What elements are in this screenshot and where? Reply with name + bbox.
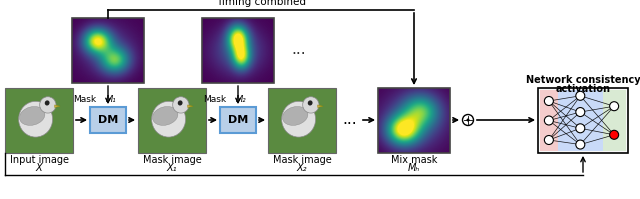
Text: ...: ... bbox=[342, 112, 357, 128]
Text: M₁: M₁ bbox=[106, 95, 116, 104]
Circle shape bbox=[545, 136, 554, 144]
Bar bbox=[540, 90, 558, 151]
Text: Mask: Mask bbox=[203, 95, 226, 104]
Ellipse shape bbox=[282, 101, 316, 137]
Circle shape bbox=[173, 97, 189, 113]
Text: Mask image: Mask image bbox=[143, 155, 202, 165]
Text: Input image: Input image bbox=[10, 155, 68, 165]
Text: X₁: X₁ bbox=[167, 163, 177, 173]
Text: DM: DM bbox=[228, 115, 248, 125]
Circle shape bbox=[545, 97, 554, 105]
Polygon shape bbox=[188, 105, 193, 107]
Circle shape bbox=[576, 91, 585, 100]
Ellipse shape bbox=[282, 106, 308, 125]
Text: Network consistency: Network consistency bbox=[525, 75, 640, 85]
Text: ...: ... bbox=[292, 43, 307, 58]
Bar bbox=[558, 90, 603, 151]
Ellipse shape bbox=[178, 100, 182, 105]
Text: Mask image: Mask image bbox=[273, 155, 332, 165]
Ellipse shape bbox=[45, 100, 49, 105]
Circle shape bbox=[576, 124, 585, 133]
Bar bbox=[138, 88, 206, 153]
Bar bbox=[538, 88, 628, 153]
Circle shape bbox=[610, 130, 619, 139]
Text: M₂: M₂ bbox=[236, 95, 246, 104]
Text: activation: activation bbox=[556, 84, 611, 94]
Bar bbox=[378, 88, 450, 153]
Text: X₂: X₂ bbox=[297, 163, 307, 173]
Ellipse shape bbox=[308, 100, 312, 105]
Text: Mₕ: Mₕ bbox=[408, 163, 420, 173]
Circle shape bbox=[610, 102, 619, 111]
Text: Timing combined: Timing combined bbox=[216, 0, 306, 7]
Circle shape bbox=[463, 114, 474, 126]
Ellipse shape bbox=[152, 101, 186, 137]
Text: Mix mask: Mix mask bbox=[391, 155, 437, 165]
Circle shape bbox=[40, 97, 56, 113]
Ellipse shape bbox=[19, 101, 52, 137]
Bar bbox=[202, 18, 274, 83]
Circle shape bbox=[576, 140, 585, 149]
Bar bbox=[268, 88, 336, 153]
Bar bbox=[72, 18, 144, 83]
Ellipse shape bbox=[152, 106, 178, 125]
Bar bbox=[220, 107, 256, 133]
Bar bbox=[90, 107, 126, 133]
Polygon shape bbox=[317, 105, 323, 107]
Text: DM: DM bbox=[98, 115, 118, 125]
Bar bbox=[603, 90, 626, 151]
Text: X: X bbox=[36, 163, 42, 173]
Circle shape bbox=[576, 107, 585, 117]
Bar bbox=[5, 88, 73, 153]
Circle shape bbox=[303, 97, 319, 113]
Circle shape bbox=[545, 116, 554, 125]
Ellipse shape bbox=[19, 106, 45, 125]
Circle shape bbox=[467, 118, 470, 122]
Polygon shape bbox=[54, 105, 60, 107]
Text: Mask: Mask bbox=[73, 95, 96, 104]
